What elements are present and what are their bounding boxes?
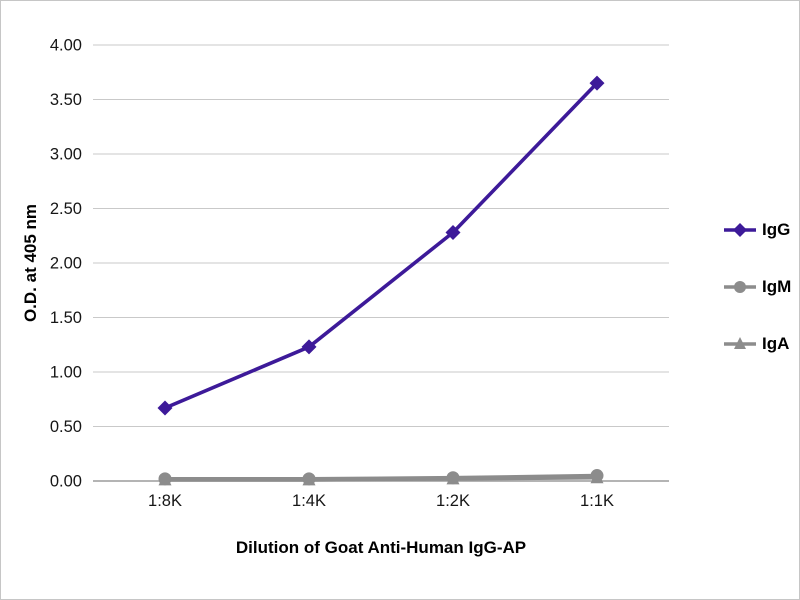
legend-label-igm: IgM [762, 277, 792, 296]
x-axis-title: Dilution of Goat Anti-Human IgG-AP [235, 538, 527, 557]
legend: IgG IgM IgA [723, 218, 791, 356]
svg-text:0.00: 0.00 [50, 473, 82, 491]
svg-text:1.00: 1.00 [50, 364, 82, 382]
svg-text:1:8K: 1:8K [148, 492, 182, 510]
y-axis-title: O.D. at 405 nm [21, 203, 40, 323]
legend-label-igg: IgG [762, 220, 791, 239]
legend-item-iga: IgA [723, 332, 791, 356]
svg-text:1:4K: 1:4K [292, 492, 326, 510]
svg-text:1.50: 1.50 [50, 309, 82, 327]
igm-series-marker-icon [724, 281, 756, 293]
svg-text:1:2K: 1:2K [436, 492, 470, 510]
svg-text:0.50: 0.50 [50, 418, 82, 436]
svg-text:2.00: 2.00 [50, 255, 82, 273]
legend-item-igm: IgM [723, 275, 791, 299]
svg-text:3.50: 3.50 [50, 91, 82, 109]
svg-text:4.00: 4.00 [50, 37, 82, 55]
legend-item-igg: IgG [723, 218, 791, 242]
svg-text:1:1K: 1:1K [580, 492, 614, 510]
svg-text:2.50: 2.50 [50, 200, 82, 218]
svg-text:3.00: 3.00 [50, 146, 82, 164]
legend-label-iga: IgA [762, 334, 790, 353]
iga-series-marker-icon [724, 337, 756, 349]
igg-series-marker-icon [724, 223, 756, 237]
